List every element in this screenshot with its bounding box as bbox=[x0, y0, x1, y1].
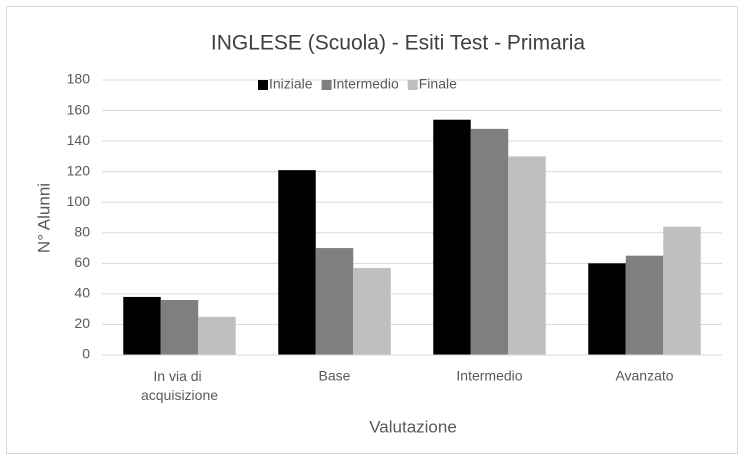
y-tick-label: 80 bbox=[74, 223, 90, 239]
legend-swatch bbox=[407, 80, 418, 90]
bar bbox=[588, 263, 626, 355]
x-tick-label: Base bbox=[319, 368, 351, 384]
legend-label: Intermedio bbox=[333, 76, 399, 92]
bar bbox=[278, 170, 316, 355]
bar bbox=[508, 156, 546, 355]
bar bbox=[663, 226, 701, 355]
y-tick-label: 20 bbox=[74, 315, 90, 331]
legend-swatch bbox=[258, 80, 268, 90]
x-tick-label: Intermedio bbox=[456, 368, 522, 384]
y-tick-label: 0 bbox=[82, 346, 90, 362]
bar bbox=[160, 300, 199, 355]
bar bbox=[315, 248, 354, 355]
bar bbox=[198, 316, 236, 355]
legend-label: Iniziale bbox=[269, 76, 313, 92]
bar bbox=[353, 267, 391, 355]
y-tick-label: 160 bbox=[67, 101, 91, 117]
y-tick-label: 40 bbox=[74, 285, 90, 301]
x-tick-label: In via di acquisizione bbox=[141, 368, 218, 403]
bar bbox=[433, 119, 471, 355]
y-axis-label: N° Alunni bbox=[34, 183, 53, 253]
y-tick-label: 120 bbox=[67, 162, 91, 178]
chart-border bbox=[6, 6, 738, 454]
bar bbox=[625, 255, 664, 355]
y-tick-label: 100 bbox=[67, 193, 91, 209]
x-axis-label: Valutazione bbox=[369, 417, 457, 436]
y-tick-label: 180 bbox=[67, 71, 91, 87]
bar bbox=[123, 296, 161, 355]
chart-title: INGLESE (Scuola) - Esiti Test - Primaria bbox=[211, 32, 586, 55]
legend-swatch bbox=[321, 80, 332, 90]
y-tick-label: 60 bbox=[74, 254, 90, 270]
x-tick-label: Avanzato bbox=[615, 368, 673, 384]
y-tick-label: 140 bbox=[67, 132, 91, 148]
legend-label: Finale bbox=[419, 76, 457, 92]
bar bbox=[470, 128, 509, 355]
